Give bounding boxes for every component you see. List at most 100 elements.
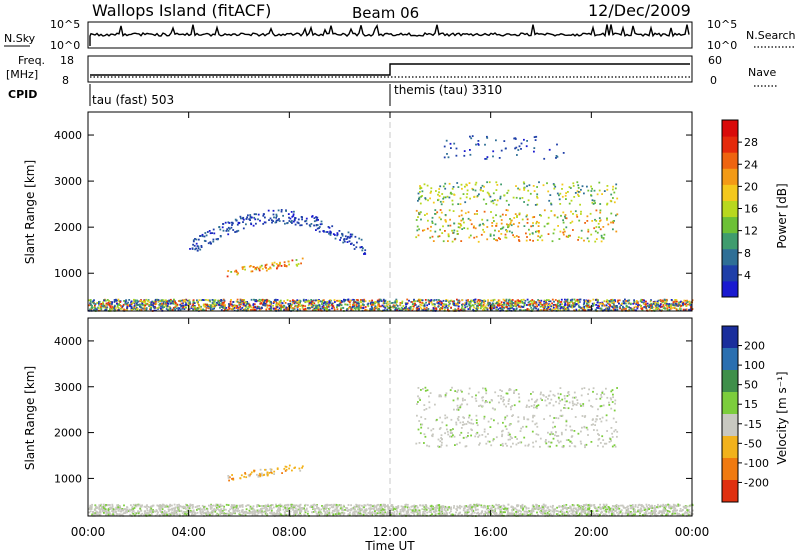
scatter-cell: [472, 299, 475, 301]
scatter-cell: [269, 267, 272, 270]
scatter-cell: [483, 299, 486, 302]
scatter-cell: [242, 218, 245, 221]
scatter-cell: [383, 300, 386, 303]
scatter-cell: [89, 510, 92, 513]
scatter-cell: [204, 505, 207, 508]
scatter-cell: [503, 505, 506, 507]
scatter-cell: [548, 199, 551, 202]
scatter-cell: [552, 306, 555, 309]
scatter-cell: [652, 511, 655, 514]
scatter-cell: [631, 504, 634, 507]
scatter-cell: [109, 508, 111, 510]
scatter-cell: [186, 512, 189, 515]
scatter-cell: [500, 505, 503, 507]
scatter-cell: [150, 509, 153, 511]
scatter-cell: [507, 510, 509, 513]
scatter-cell: [481, 184, 484, 187]
scatter-cell: [459, 226, 461, 229]
scatter-cell: [262, 303, 264, 306]
scatter-cell: [275, 503, 277, 506]
scatter-cell: [460, 240, 463, 242]
scatter-cell: [565, 300, 567, 303]
scatter-cell: [419, 185, 421, 187]
scatter-cell: [586, 509, 588, 512]
scatter-cell: [433, 299, 435, 302]
scatter-cell: [232, 508, 234, 510]
scatter-cell: [533, 216, 536, 218]
scatter-cell: [482, 228, 484, 231]
scatter-cell: [538, 181, 540, 184]
scatter-cell: [253, 298, 255, 301]
scatter-cell: [521, 218, 524, 221]
nave-tick-top: 60: [708, 54, 722, 67]
scatter-cell: [419, 191, 421, 193]
scatter-cell: [288, 508, 291, 510]
scatter-cell: [285, 210, 287, 212]
scatter-cell: [488, 194, 491, 197]
scatter-cell: [594, 218, 596, 221]
scatter-cell: [342, 306, 345, 309]
scatter-cell: [522, 309, 525, 312]
scatter-cell: [328, 226, 331, 229]
scatter-cell: [401, 300, 404, 303]
scatter-cell: [465, 510, 468, 513]
scatter-cell: [184, 305, 187, 307]
scatter-cell: [235, 230, 238, 233]
scatter-cell: [467, 508, 470, 511]
scatter-cell: [266, 509, 269, 512]
scatter-cell: [302, 304, 305, 307]
scatter-cell: [558, 238, 561, 240]
scatter-cell: [501, 213, 504, 216]
scatter-cell: [573, 196, 576, 198]
scatter-cell: [306, 300, 309, 303]
scatter-cell: [323, 309, 326, 311]
scatter-cell: [191, 306, 194, 308]
scatter-cell: [523, 225, 526, 227]
scatter-cell: [594, 202, 596, 204]
scatter-cell: [290, 305, 292, 308]
scatter-cell: [665, 504, 668, 507]
scatter-cell: [103, 508, 106, 511]
scatter-cell: [123, 300, 126, 302]
scatter-cell: [593, 302, 596, 305]
scatter-cell: [526, 222, 529, 224]
scatter-cell: [442, 240, 445, 243]
scatter-cell: [88, 299, 91, 302]
scatter-cell: [599, 219, 602, 222]
scatter-cell: [565, 235, 568, 238]
scatter-cell: [443, 507, 446, 510]
colorbar-segment: [722, 280, 738, 298]
scatter-cell: [336, 511, 338, 514]
scatter-cell: [478, 513, 481, 515]
scatter-cell: [561, 195, 564, 198]
scatter-cell: [363, 298, 366, 301]
scatter-cell: [488, 508, 491, 511]
scatter-cell: [482, 222, 484, 225]
scatter-cell: [143, 301, 145, 304]
scatter-cell: [563, 230, 566, 233]
scatter-cell: [287, 303, 290, 305]
scatter-cell: [597, 510, 600, 512]
scatter-cell: [642, 505, 645, 508]
scatter-cell: [188, 299, 191, 302]
scatter-cell: [562, 307, 565, 310]
scatter-cell: [169, 308, 172, 311]
scatter-cell: [235, 271, 238, 273]
scatter-cell: [164, 514, 167, 516]
scatter-cell: [102, 505, 105, 508]
scatter-cell: [349, 511, 351, 514]
scatter-cell: [275, 215, 278, 217]
scatter-cell: [476, 300, 479, 303]
scatter-cell: [512, 308, 515, 310]
scatter-cell: [387, 307, 390, 309]
scatter-cell: [209, 232, 212, 235]
scatter-cell: [305, 217, 308, 220]
scatter-cell: [541, 306, 544, 309]
scatter-cell: [192, 505, 194, 508]
scatter-cell: [270, 309, 272, 312]
scatter-cell: [590, 185, 592, 188]
scatter-cell: [645, 303, 647, 305]
scatter-cell: [346, 308, 349, 310]
scatter-cell: [486, 137, 489, 139]
scatter-cell: [405, 305, 407, 308]
